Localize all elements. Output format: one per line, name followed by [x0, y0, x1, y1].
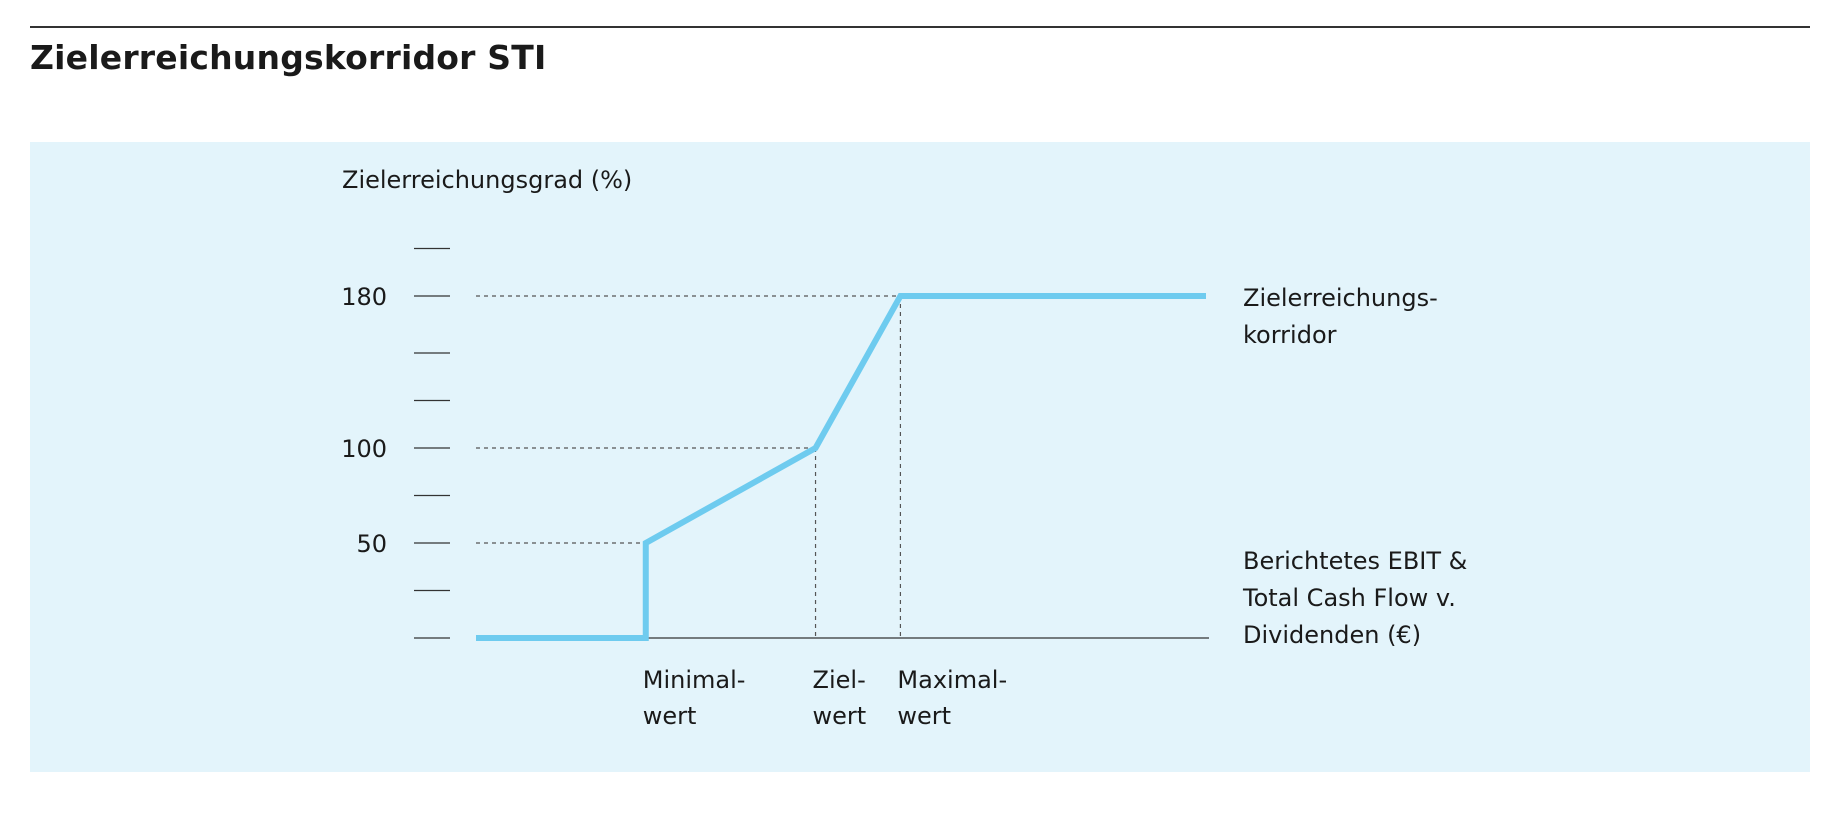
- y-axis-tick-labels: 50 100 180: [341, 283, 387, 558]
- series-labels: Zielerreichungs-korridor: [1243, 284, 1438, 349]
- x-marker-label-0: Minimal-wert: [643, 666, 746, 730]
- x-marker-label-line: wert: [897, 702, 951, 730]
- x-marker-label-line: Ziel-: [813, 666, 866, 694]
- x-marker-label-line: Maximal-: [897, 666, 1007, 694]
- x-axis-label-line: Berichtetes EBIT &: [1243, 547, 1467, 575]
- y-tick-label-100: 100: [341, 435, 387, 463]
- y-tick-label-50: 50: [356, 530, 387, 558]
- y-axis-ticks: [414, 247, 450, 639]
- x-axis-label-line: Dividenden (€): [1243, 621, 1421, 649]
- series-label: Zielerreichungs-korridor: [1243, 284, 1438, 349]
- series-line-zielerreichungskorridor: [476, 293, 1206, 641]
- series-layer: [476, 293, 1206, 641]
- chart-panel: Zielerreichungsgrad (%) 50 100 180 Minimal…: [30, 142, 1810, 772]
- x-marker-label-2: Maximal-wert: [897, 666, 1007, 730]
- x-marker-label-1: Ziel-wert: [813, 666, 867, 730]
- chart: Zielerreichungsgrad (%) 50 100 180 Minimal…: [341, 166, 1467, 730]
- y-axis-label: Zielerreichungsgrad (%): [342, 166, 632, 194]
- page-title: Zielerreichungskorridor STI: [30, 38, 547, 77]
- x-axis-label-line: Total Cash Flow v.: [1242, 584, 1456, 612]
- x-marker-label-line: Minimal-: [643, 666, 746, 694]
- series-label-line: Zielerreichungs-: [1243, 284, 1438, 312]
- x-axis-label-text: Berichtetes EBIT & Total Cash Flow v. Divi…: [1242, 547, 1467, 649]
- x-marker-label-line: wert: [643, 702, 697, 730]
- series-label-line: korridor: [1243, 321, 1337, 349]
- x-axis-label: Berichtetes EBIT & Total Cash Flow v. Divi…: [1242, 547, 1467, 649]
- x-marker-label-line: wert: [813, 702, 867, 730]
- guide-lines: [476, 295, 902, 638]
- top-rule: [30, 26, 1810, 28]
- y-tick-label-180: 180: [341, 283, 387, 311]
